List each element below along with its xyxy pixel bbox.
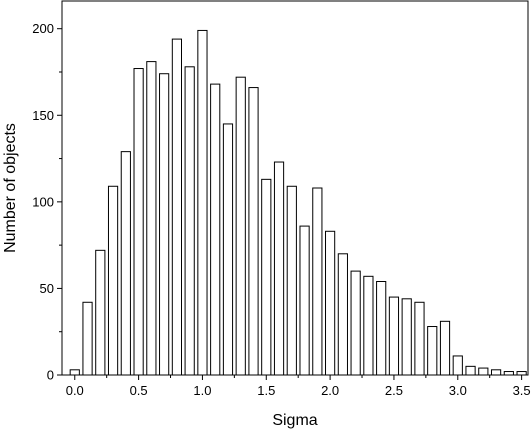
histogram-bar [516,371,527,376]
histogram-bar [248,87,259,376]
histogram-bar [286,185,297,376]
histogram-bar [222,123,234,376]
histogram-bar [261,178,272,376]
y-axis-label: Number of objects [2,123,19,253]
histogram-bar [120,151,131,376]
histogram-bar [478,367,489,376]
x-tick-label: 3.5 [513,383,531,398]
histogram-bar [273,161,285,376]
histogram-bar [171,38,182,376]
histogram-bar [299,225,310,376]
histogram-bar [427,326,438,376]
histogram-bar [414,301,425,376]
histogram-bar [82,301,93,376]
x-tick-label: 0.0 [66,383,84,398]
x-axis-label: Sigma [272,412,317,429]
histogram-bar [197,29,208,376]
y-axis-ticks: 0 50 100 150 200 [32,21,62,383]
x-axis-ticks: 0.0 0.5 1.0 1.5 2.0 2.5 3.0 3.5 [66,375,531,398]
histogram-bar [376,281,387,376]
x-tick-label: 2.0 [321,383,339,398]
y-tick-label: 0 [47,368,54,383]
x-tick-label: 0.5 [130,383,148,398]
histogram-bar [363,275,374,376]
plot-frame [61,0,529,376]
histogram-bar [184,66,195,376]
y-tick-label: 50 [40,281,54,296]
y-tick-label: 100 [32,194,54,209]
histogram-bar [452,355,463,376]
histogram-bar [325,230,336,376]
histogram-bar [439,320,451,376]
histogram-bar [490,369,502,376]
x-tick-label: 1.5 [257,383,275,398]
histogram-bar [210,83,221,376]
histogram-bar [159,73,170,376]
histogram-bar [95,249,106,376]
histogram-bar [235,76,246,376]
histogram-bar [107,185,119,376]
histogram-bar [69,369,80,376]
histogram-bar [350,270,361,376]
histogram-bar [465,365,476,376]
histogram-bar [388,296,400,376]
histogram-bar [503,371,514,376]
histogram-bar [337,253,348,376]
histogram-bar [133,68,144,376]
y-tick-label: 150 [32,108,54,123]
histogram-bar [312,187,323,376]
x-tick-label: 1.0 [193,383,211,398]
histogram-bar [146,61,157,376]
x-tick-label: 3.0 [449,383,467,398]
y-tick-label: 200 [32,21,54,36]
histogram-bar [401,298,412,376]
bars-group [69,29,527,376]
x-tick-label: 2.5 [385,383,403,398]
